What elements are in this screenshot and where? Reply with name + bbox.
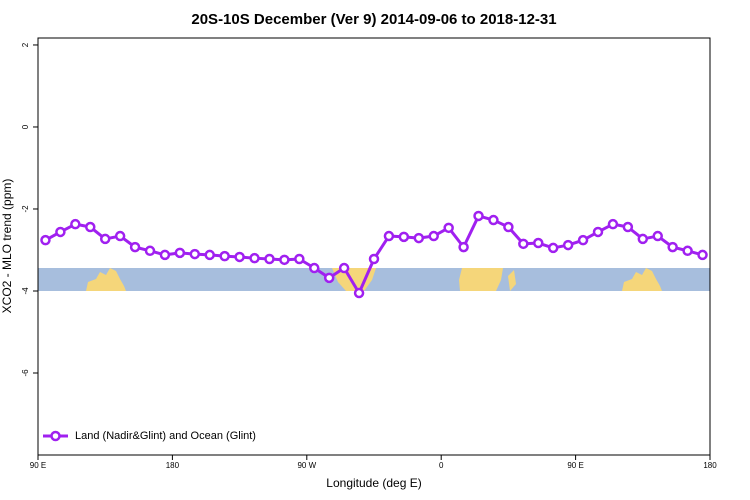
map-band	[38, 268, 710, 291]
legend-marker	[50, 430, 61, 442]
data-point	[667, 241, 678, 253]
x-tick-label: 180	[703, 461, 717, 470]
y-tick-label: 2	[21, 42, 30, 47]
data-point	[503, 221, 514, 233]
data-point	[547, 242, 559, 254]
data-point	[70, 218, 81, 230]
x-tick-label: 180	[166, 461, 180, 470]
data-point	[607, 218, 619, 230]
data-point	[114, 230, 126, 242]
data-point	[682, 245, 693, 257]
data-point	[99, 233, 111, 245]
data-point	[85, 221, 96, 233]
data-point	[204, 249, 215, 261]
x-axis-label: Longitude (deg E)	[326, 476, 421, 490]
data-point	[323, 272, 335, 284]
data-point	[697, 249, 708, 261]
y-axis-label: XCO2 - MLO trend (ppm)	[0, 179, 14, 314]
legend-label: Land (Nadir&Glint) and Ocean (Glint)	[75, 430, 256, 442]
data-point	[413, 232, 425, 244]
data-point	[144, 245, 156, 257]
land	[86, 268, 126, 291]
y-tick-label: 0	[21, 124, 30, 129]
data-point	[189, 248, 201, 260]
data-point	[592, 226, 604, 238]
y-tick-label: -6	[21, 369, 30, 377]
data-point	[518, 238, 529, 250]
data-point	[174, 247, 186, 259]
data-point	[622, 221, 634, 233]
data-point	[219, 250, 230, 262]
data-point	[353, 287, 365, 299]
data-point	[264, 253, 275, 265]
data-point	[562, 239, 574, 251]
data-point	[637, 233, 649, 245]
data-point	[234, 251, 245, 263]
x-tick-label: 0	[439, 461, 444, 470]
x-tick-label: 90 E	[30, 461, 46, 470]
data-point	[533, 237, 544, 249]
land	[622, 268, 662, 291]
data-point	[383, 230, 395, 242]
y-tick-label: -4	[21, 287, 30, 295]
chart-title: 20S-10S December (Ver 9) 2014-09-06 to 2…	[191, 11, 556, 28]
data-point	[443, 222, 454, 234]
data-point	[279, 254, 290, 266]
data-point	[652, 230, 663, 242]
data-point	[428, 230, 439, 242]
data-point	[488, 214, 499, 226]
data-point	[159, 249, 171, 261]
y-tick-label: -2	[21, 205, 30, 213]
data-point	[577, 234, 589, 246]
data-point	[55, 226, 66, 238]
land	[459, 268, 516, 291]
data-point	[398, 231, 410, 243]
data-point	[368, 253, 380, 265]
data-point	[458, 241, 469, 253]
data-point	[40, 234, 51, 246]
ocean-band	[38, 268, 710, 291]
data-point	[249, 252, 260, 264]
land	[332, 268, 376, 291]
data-point	[129, 241, 141, 253]
data-point	[338, 262, 350, 274]
plot-frame	[37, 37, 711, 456]
x-tick-label: 90 E	[567, 461, 583, 470]
data-point	[473, 210, 484, 222]
data-point	[309, 262, 320, 274]
x-tick-label: 90 W	[297, 461, 316, 470]
data-point	[294, 253, 305, 265]
